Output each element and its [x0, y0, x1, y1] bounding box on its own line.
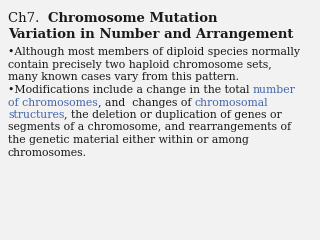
Text: Variation in Number and Arrangement: Variation in Number and Arrangement — [8, 28, 293, 41]
Text: Ch7.: Ch7. — [8, 12, 48, 25]
Text: , and  changes of: , and changes of — [98, 97, 195, 108]
Text: many known cases vary from this pattern.: many known cases vary from this pattern. — [8, 72, 239, 82]
Text: •Modifications include a change in the total: •Modifications include a change in the t… — [8, 85, 253, 95]
Text: the genetic material either within or among: the genetic material either within or am… — [8, 135, 249, 145]
Text: segments of a chromosome, and rearrangements of: segments of a chromosome, and rearrangem… — [8, 122, 291, 132]
Text: Chromosome Mutation: Chromosome Mutation — [48, 12, 217, 25]
Text: •Although most members of diploid species normally: •Although most members of diploid specie… — [8, 47, 300, 57]
Text: chromosomal: chromosomal — [195, 97, 268, 108]
Text: chromosomes.: chromosomes. — [8, 148, 87, 157]
Text: structures: structures — [8, 110, 64, 120]
Text: , the deletion or duplication of genes or: , the deletion or duplication of genes o… — [64, 110, 282, 120]
Text: contain precisely two haploid chromosome sets,: contain precisely two haploid chromosome… — [8, 60, 272, 70]
Text: of chromosomes: of chromosomes — [8, 97, 98, 108]
Text: number: number — [253, 85, 296, 95]
